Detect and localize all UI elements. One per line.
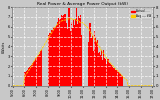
Bar [33, 62, 34, 86]
Bar [105, 59, 106, 86]
Bar [43, 46, 44, 86]
Bar [73, 20, 74, 86]
Bar [89, 24, 90, 86]
Bar [92, 36, 93, 86]
Bar [120, 74, 121, 86]
Bar [39, 54, 40, 86]
Bar [100, 55, 101, 86]
Bar [38, 55, 39, 86]
Bar [118, 72, 119, 86]
Bar [79, 18, 80, 86]
Bar [58, 18, 59, 86]
Bar [56, 25, 57, 86]
Bar [64, 14, 65, 86]
Bar [37, 57, 38, 86]
Bar [104, 58, 105, 86]
Bar [111, 64, 112, 86]
Bar [53, 27, 54, 86]
Bar [122, 76, 123, 86]
Bar [90, 23, 91, 86]
Bar [78, 16, 79, 86]
Bar [91, 38, 92, 86]
Bar [114, 68, 115, 86]
Bar [81, 35, 82, 86]
Bar [68, 8, 69, 86]
Bar [83, 11, 84, 86]
Bar [98, 53, 99, 86]
Bar [99, 52, 100, 86]
Bar [97, 40, 98, 86]
Bar [62, 16, 63, 86]
Bar [55, 26, 56, 86]
Bar [112, 66, 113, 86]
Title: Real Power & Average Power Output (kW): Real Power & Average Power Output (kW) [37, 2, 128, 6]
Bar [115, 70, 116, 86]
Bar [32, 63, 33, 86]
Bar [60, 19, 61, 86]
Bar [27, 70, 28, 86]
Bar [50, 33, 51, 86]
Bar [106, 64, 107, 86]
Y-axis label: kWatts: kWatts [2, 40, 6, 53]
Bar [96, 42, 97, 86]
Bar [109, 62, 110, 86]
Bar [49, 33, 50, 86]
Bar [67, 29, 68, 86]
Bar [103, 50, 104, 86]
Bar [76, 8, 77, 86]
Bar [94, 31, 95, 86]
Bar [26, 70, 27, 86]
Bar [72, 28, 73, 86]
Bar [82, 16, 83, 86]
Bar [95, 37, 96, 86]
Bar [113, 68, 114, 86]
Bar [102, 60, 103, 86]
Bar [88, 42, 89, 86]
Bar [30, 66, 31, 86]
Bar [65, 14, 66, 86]
Bar [107, 58, 108, 86]
Bar [116, 70, 117, 86]
Bar [75, 19, 76, 86]
Bar [57, 22, 58, 86]
Bar [25, 72, 26, 86]
Bar [28, 68, 29, 86]
Bar [24, 72, 25, 86]
Legend: Actual ----, Avg ---- kW: Actual ----, Avg ---- kW [130, 9, 152, 19]
Bar [59, 19, 60, 86]
Bar [63, 15, 64, 86]
Bar [48, 35, 49, 86]
Bar [77, 24, 78, 86]
Bar [34, 61, 35, 86]
Bar [54, 27, 55, 86]
Bar [108, 59, 109, 86]
Bar [70, 31, 71, 86]
Bar [119, 74, 120, 86]
Bar [61, 15, 62, 86]
Bar [35, 58, 36, 86]
Bar [29, 67, 30, 86]
Bar [36, 58, 37, 86]
Bar [71, 22, 72, 86]
Bar [74, 25, 75, 86]
Bar [121, 75, 122, 86]
Bar [93, 51, 94, 86]
Bar [110, 64, 111, 86]
Bar [31, 65, 32, 86]
Bar [69, 8, 70, 86]
Bar [51, 30, 52, 86]
Bar [101, 50, 102, 86]
Bar [117, 71, 118, 86]
Bar [52, 30, 53, 86]
Bar [123, 76, 124, 86]
Bar [66, 23, 67, 86]
